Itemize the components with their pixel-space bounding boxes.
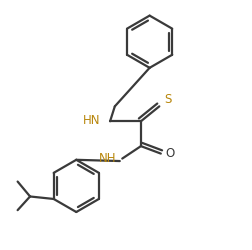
Text: S: S — [165, 93, 172, 106]
Text: NH: NH — [99, 152, 116, 165]
Text: O: O — [165, 147, 175, 160]
Text: HN: HN — [83, 114, 101, 126]
